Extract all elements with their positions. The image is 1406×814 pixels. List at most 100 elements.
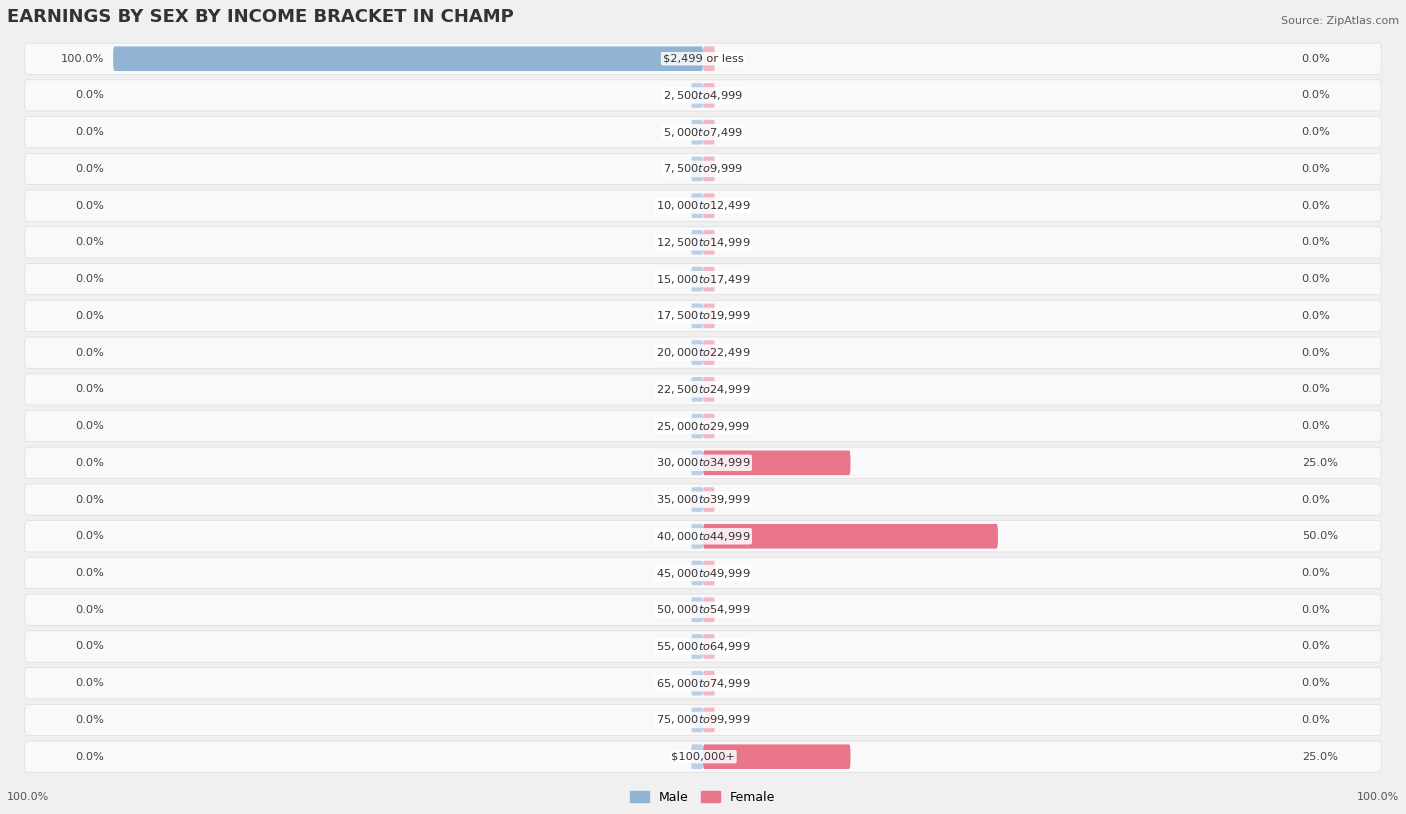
Text: 0.0%: 0.0%	[1302, 348, 1330, 357]
Text: 0.0%: 0.0%	[76, 605, 104, 615]
Text: 100.0%: 100.0%	[1357, 792, 1399, 802]
FancyBboxPatch shape	[703, 671, 714, 695]
Text: 0.0%: 0.0%	[76, 201, 104, 211]
FancyBboxPatch shape	[703, 83, 714, 107]
FancyBboxPatch shape	[703, 377, 714, 401]
FancyBboxPatch shape	[703, 156, 714, 182]
FancyBboxPatch shape	[692, 488, 703, 512]
Text: 0.0%: 0.0%	[1302, 274, 1330, 284]
FancyBboxPatch shape	[703, 450, 851, 475]
Text: $15,000 to $17,499: $15,000 to $17,499	[655, 273, 751, 286]
Text: 100.0%: 100.0%	[60, 54, 104, 63]
Text: 100.0%: 100.0%	[7, 792, 49, 802]
FancyBboxPatch shape	[703, 230, 714, 255]
FancyBboxPatch shape	[25, 190, 1381, 221]
FancyBboxPatch shape	[25, 594, 1381, 625]
Text: 0.0%: 0.0%	[1302, 311, 1330, 321]
FancyBboxPatch shape	[25, 410, 1381, 442]
Text: 0.0%: 0.0%	[1302, 54, 1330, 63]
Text: 0.0%: 0.0%	[76, 751, 104, 762]
FancyBboxPatch shape	[25, 558, 1381, 589]
Text: 0.0%: 0.0%	[1302, 421, 1330, 431]
FancyBboxPatch shape	[25, 43, 1381, 74]
Text: $17,500 to $19,999: $17,500 to $19,999	[655, 309, 751, 322]
FancyBboxPatch shape	[703, 524, 998, 549]
FancyBboxPatch shape	[25, 264, 1381, 295]
FancyBboxPatch shape	[703, 194, 714, 218]
Text: $20,000 to $22,499: $20,000 to $22,499	[655, 346, 751, 359]
Text: 0.0%: 0.0%	[1302, 641, 1330, 651]
FancyBboxPatch shape	[692, 83, 703, 107]
Text: 0.0%: 0.0%	[76, 164, 104, 174]
FancyBboxPatch shape	[703, 120, 714, 145]
Text: 0.0%: 0.0%	[1302, 678, 1330, 688]
FancyBboxPatch shape	[692, 414, 703, 439]
FancyBboxPatch shape	[692, 156, 703, 182]
FancyBboxPatch shape	[692, 450, 703, 475]
Text: 0.0%: 0.0%	[76, 715, 104, 725]
Text: $12,500 to $14,999: $12,500 to $14,999	[655, 236, 751, 249]
Text: 0.0%: 0.0%	[1302, 384, 1330, 394]
Text: $10,000 to $12,499: $10,000 to $12,499	[655, 199, 751, 212]
Text: 0.0%: 0.0%	[1302, 605, 1330, 615]
Text: $40,000 to $44,999: $40,000 to $44,999	[655, 530, 751, 543]
FancyBboxPatch shape	[692, 744, 703, 769]
Text: Source: ZipAtlas.com: Source: ZipAtlas.com	[1281, 15, 1399, 26]
FancyBboxPatch shape	[692, 194, 703, 218]
FancyBboxPatch shape	[692, 524, 703, 549]
Text: $22,500 to $24,999: $22,500 to $24,999	[655, 383, 751, 396]
FancyBboxPatch shape	[25, 153, 1381, 185]
Text: $75,000 to $99,999: $75,000 to $99,999	[655, 713, 751, 726]
Text: 0.0%: 0.0%	[1302, 568, 1330, 578]
FancyBboxPatch shape	[25, 337, 1381, 368]
FancyBboxPatch shape	[703, 304, 714, 328]
Text: 0.0%: 0.0%	[1302, 495, 1330, 505]
Text: 25.0%: 25.0%	[1302, 751, 1337, 762]
FancyBboxPatch shape	[25, 484, 1381, 515]
FancyBboxPatch shape	[703, 488, 714, 512]
FancyBboxPatch shape	[692, 597, 703, 622]
Text: 0.0%: 0.0%	[76, 457, 104, 468]
FancyBboxPatch shape	[692, 120, 703, 145]
FancyBboxPatch shape	[703, 340, 714, 365]
FancyBboxPatch shape	[692, 561, 703, 585]
FancyBboxPatch shape	[692, 707, 703, 733]
Text: EARNINGS BY SEX BY INCOME BRACKET IN CHAMP: EARNINGS BY SEX BY INCOME BRACKET IN CHA…	[7, 7, 513, 26]
Text: 0.0%: 0.0%	[1302, 238, 1330, 247]
FancyBboxPatch shape	[703, 597, 714, 622]
FancyBboxPatch shape	[25, 667, 1381, 699]
FancyBboxPatch shape	[703, 634, 714, 659]
FancyBboxPatch shape	[692, 267, 703, 291]
Text: 0.0%: 0.0%	[1302, 201, 1330, 211]
FancyBboxPatch shape	[692, 377, 703, 401]
Text: 0.0%: 0.0%	[76, 238, 104, 247]
FancyBboxPatch shape	[25, 741, 1381, 772]
Text: 0.0%: 0.0%	[76, 90, 104, 100]
Text: 50.0%: 50.0%	[1302, 532, 1339, 541]
Text: 0.0%: 0.0%	[76, 678, 104, 688]
Text: 25.0%: 25.0%	[1302, 457, 1337, 468]
FancyBboxPatch shape	[25, 116, 1381, 148]
Text: $2,500 to $4,999: $2,500 to $4,999	[664, 89, 742, 102]
Text: 0.0%: 0.0%	[76, 127, 104, 138]
Text: $100,000+: $100,000+	[671, 751, 735, 762]
Text: 0.0%: 0.0%	[76, 348, 104, 357]
Text: $55,000 to $64,999: $55,000 to $64,999	[655, 640, 751, 653]
Text: 0.0%: 0.0%	[76, 274, 104, 284]
Text: $7,500 to $9,999: $7,500 to $9,999	[664, 163, 742, 176]
FancyBboxPatch shape	[25, 704, 1381, 736]
FancyBboxPatch shape	[703, 707, 714, 733]
FancyBboxPatch shape	[692, 340, 703, 365]
Text: 0.0%: 0.0%	[76, 568, 104, 578]
FancyBboxPatch shape	[692, 634, 703, 659]
FancyBboxPatch shape	[25, 374, 1381, 405]
FancyBboxPatch shape	[703, 414, 714, 439]
Text: 0.0%: 0.0%	[1302, 90, 1330, 100]
Text: $65,000 to $74,999: $65,000 to $74,999	[655, 676, 751, 689]
FancyBboxPatch shape	[25, 227, 1381, 258]
Text: $30,000 to $34,999: $30,000 to $34,999	[655, 457, 751, 470]
FancyBboxPatch shape	[25, 80, 1381, 111]
Legend: Male, Female: Male, Female	[624, 785, 782, 810]
Text: $45,000 to $49,999: $45,000 to $49,999	[655, 567, 751, 580]
Text: 0.0%: 0.0%	[1302, 127, 1330, 138]
